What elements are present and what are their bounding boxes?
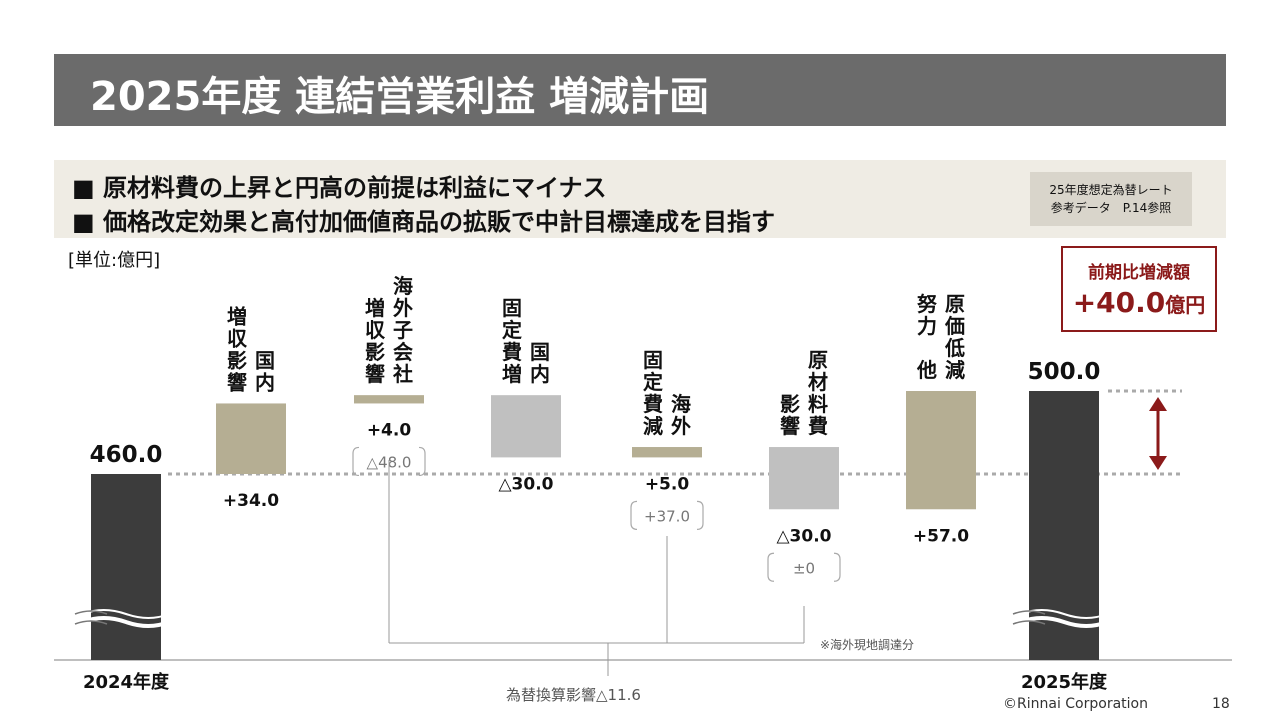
delta-value-line: +40.0億円 <box>1063 286 1215 319</box>
axis-break-mark <box>82 616 170 628</box>
bar-0 <box>91 474 161 660</box>
sub-bracket-right <box>833 552 841 582</box>
category-label-2-col0: 社 <box>392 362 413 386</box>
data-label-6: +57.0 <box>913 526 969 546</box>
data-label-5: △30.0 <box>776 526 831 546</box>
sub-label-5: ±0 <box>793 559 815 577</box>
data-label-3: △30.0 <box>498 474 553 494</box>
delta-box: 前期比増減額 +40.0億円 <box>1061 246 1217 332</box>
category-label-2-col1: 収 <box>365 318 386 342</box>
category-label-1-col1: 収 <box>227 326 248 350</box>
unit-label: [単位:億円] <box>68 250 161 271</box>
category-label-2-col1: 影 <box>365 340 385 364</box>
axis-break-mark <box>1012 620 1046 625</box>
delta-arrow-head-down <box>1149 456 1167 470</box>
category-label-4-col1: 減 <box>643 414 663 438</box>
footnote: ※海外現地調達分 <box>820 638 915 652</box>
category-label-5-col0: 料 <box>808 392 828 416</box>
data-label-1: +34.0 <box>223 491 279 511</box>
category-label-2-col1: 響 <box>365 362 385 386</box>
category-label-3-col1: 費 <box>502 340 522 364</box>
page-title: 2025年度 連結営業利益 増減計画 <box>90 74 710 120</box>
delta-unit: 億円 <box>1165 293 1206 317</box>
category-label-1-col1: 響 <box>227 370 247 394</box>
category-label-5-col1: 響 <box>780 414 800 438</box>
bar-6 <box>906 391 976 510</box>
data-label-7: 500.0 <box>1028 359 1101 385</box>
data-label-4: +5.0 <box>645 474 690 494</box>
category-label-2-col0: 海 <box>393 274 413 298</box>
category-label-4-col1: 固 <box>643 348 663 372</box>
category-label-3-col1: 定 <box>502 318 522 342</box>
sub-bracket-right <box>418 446 426 477</box>
category-label-6-col0: 価 <box>944 314 965 338</box>
category-label-4-col1: 定 <box>643 370 663 394</box>
category-label-3-col1: 増 <box>502 362 522 386</box>
category-label-2-col1: 増 <box>365 296 385 320</box>
category-label-4-col0: 海 <box>671 392 691 416</box>
category-label-1-col0: 国 <box>255 348 275 372</box>
category-label-3-col0: 国 <box>530 340 550 364</box>
sub-label-4: +37.0 <box>644 507 690 525</box>
fx-total-label: 為替換算影響△11.6 <box>506 686 641 704</box>
category-label-6-col1: 他 <box>916 358 937 382</box>
bar-7 <box>1029 391 1099 660</box>
axis-break-mark <box>1020 616 1108 628</box>
category-label-6-col1: 力 <box>917 314 937 338</box>
category-label-1-col0: 内 <box>255 370 275 394</box>
category-label-0: 2024年度 <box>83 671 170 693</box>
category-label-3-col0: 内 <box>530 362 550 386</box>
sub-bracket-left <box>767 552 775 582</box>
delta-arrow-head-up <box>1149 397 1167 411</box>
category-label-3-col1: 固 <box>502 296 522 320</box>
category-label-6-col0: 減 <box>945 358 965 382</box>
data-label-2: +4.0 <box>367 420 412 440</box>
category-label-2-col0: 会 <box>393 340 413 364</box>
axis-break-mark <box>74 610 108 615</box>
bar-4 <box>632 447 702 458</box>
bar-3 <box>491 395 561 458</box>
bullet-1: ■ 原材料費の上昇と円高の前提は利益にマイナス <box>72 174 607 202</box>
bar-1 <box>216 403 286 474</box>
category-label-5-col0: 材 <box>808 370 828 394</box>
fx-reference-line-1: 25年度想定為替レート <box>1049 183 1173 197</box>
category-label-6-col1: 努 <box>917 292 937 316</box>
bar-2 <box>354 395 424 404</box>
category-label-2-col0: 子 <box>393 318 413 342</box>
fx-reference-box: 25年度想定為替レート 参考データ P.14参照 <box>1030 172 1192 226</box>
fx-reference-line-2: 参考データ P.14参照 <box>1050 201 1172 215</box>
category-label-4-col1: 費 <box>643 392 663 416</box>
page-number: 18 <box>1212 696 1230 712</box>
sub-bracket-left <box>630 500 638 530</box>
category-label-4-col0: 外 <box>671 414 691 438</box>
bullet-2: ■ 価格改定効果と高付加価値商品の拡販で中計目標達成を目指す <box>72 208 776 236</box>
data-label-0: 460.0 <box>90 442 163 468</box>
category-label-1-col1: 影 <box>227 348 247 372</box>
category-label-5-col0: 原 <box>808 348 828 372</box>
category-label-7: 2025年度 <box>1021 671 1108 693</box>
title-bar: 2025年度 連結営業利益 増減計画 <box>54 54 1226 126</box>
category-label-6-col0: 原 <box>945 292 965 316</box>
category-label-2-col0: 外 <box>393 296 413 320</box>
category-label-5-col0: 費 <box>808 414 828 438</box>
sub-bracket-right <box>696 500 704 530</box>
delta-label: 前期比増減額 <box>1088 263 1190 283</box>
sub-bracket-left <box>352 446 360 477</box>
delta-value: +40.0 <box>1072 286 1166 319</box>
category-label-1-col1: 増 <box>227 304 247 328</box>
axis-break-mark <box>74 620 108 625</box>
bar-5 <box>769 447 839 510</box>
copyright: ©Rinnai Corporation <box>1003 696 1148 712</box>
category-label-6-col0: 低 <box>944 336 965 360</box>
category-label-5-col1: 影 <box>780 392 800 416</box>
axis-break-mark <box>1012 610 1046 615</box>
